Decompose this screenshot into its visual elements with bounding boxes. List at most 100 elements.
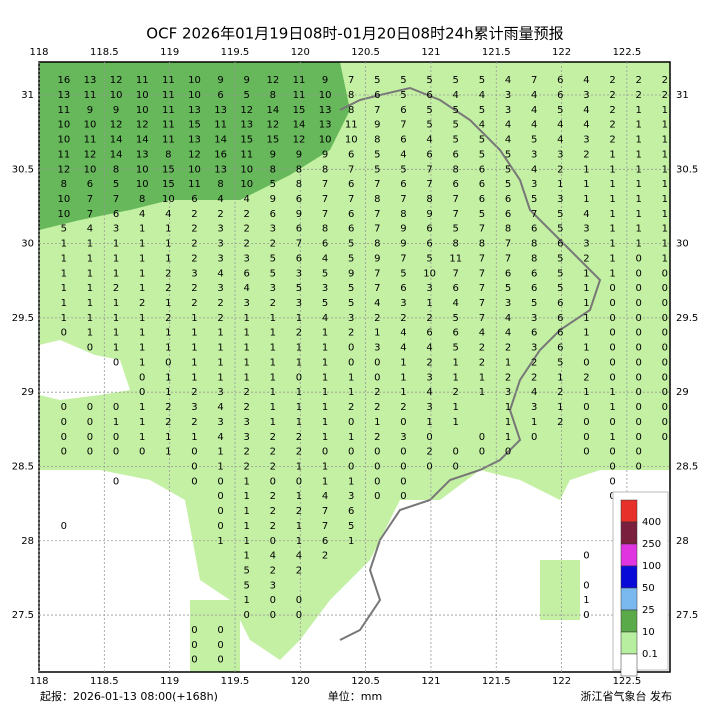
rain-value: 6 bbox=[557, 75, 563, 86]
rain-value: 2 bbox=[322, 551, 328, 562]
rain-value: 10 bbox=[240, 179, 253, 190]
lat-label: 28 bbox=[676, 536, 689, 547]
lat-label: 30 bbox=[21, 239, 34, 250]
rain-value: 8 bbox=[270, 90, 276, 101]
rain-value: 0 bbox=[270, 476, 276, 487]
rain-value: 6 bbox=[296, 253, 302, 264]
rain-value: 0 bbox=[296, 476, 302, 487]
rain-value: 2 bbox=[296, 432, 302, 443]
rain-value: 1 bbox=[583, 343, 589, 354]
rain-value: 12 bbox=[110, 75, 123, 86]
rain-value: 11 bbox=[449, 253, 462, 264]
rain-value: 4 bbox=[583, 75, 589, 86]
rain-value: 0 bbox=[662, 432, 668, 443]
lat-label: 29 bbox=[21, 387, 34, 398]
rain-value: 0 bbox=[662, 417, 668, 428]
rain-value: 7 bbox=[374, 179, 380, 190]
rain-value: 8 bbox=[531, 253, 537, 264]
rain-value: 0 bbox=[635, 372, 641, 383]
rain-value: 9 bbox=[322, 149, 328, 160]
rain-value: 0 bbox=[662, 357, 668, 368]
rain-value: 2 bbox=[557, 164, 563, 175]
rain-value: 5 bbox=[348, 253, 354, 264]
rain-value: 1 bbox=[426, 417, 432, 428]
rain-value: 1 bbox=[139, 253, 145, 264]
rain-value: 6 bbox=[426, 149, 432, 160]
rain-value: 7 bbox=[426, 179, 432, 190]
rain-value: 0 bbox=[61, 417, 67, 428]
rain-value: 7 bbox=[479, 283, 485, 294]
legend-swatch bbox=[620, 565, 638, 589]
rain-value: 6 bbox=[531, 328, 537, 339]
rain-value: 2 bbox=[479, 343, 485, 354]
rain-value: 5 bbox=[348, 283, 354, 294]
rain-value: 4 bbox=[165, 209, 171, 220]
rain-value: 11 bbox=[162, 90, 175, 101]
rain-value: 2 bbox=[270, 461, 276, 472]
lon-label: 121 bbox=[421, 676, 440, 687]
rain-value: 1 bbox=[244, 551, 250, 562]
rain-value: 0 bbox=[348, 357, 354, 368]
rain-value: 1 bbox=[217, 372, 223, 383]
rain-value: 0 bbox=[217, 491, 223, 502]
rain-value: 6 bbox=[505, 194, 511, 205]
rain-value: 13 bbox=[57, 90, 70, 101]
rain-value: 3 bbox=[505, 298, 511, 309]
rain-value: 2 bbox=[270, 447, 276, 458]
rain-value: 2 bbox=[296, 328, 302, 339]
rain-value: 3 bbox=[531, 343, 537, 354]
rain-value: 1 bbox=[453, 372, 459, 383]
rain-value: 8 bbox=[531, 239, 537, 250]
title: OCF 2026年01月19日08时-01月20日08时24h累计雨量预报 bbox=[146, 25, 563, 43]
rain-value: 0 bbox=[113, 402, 119, 413]
rain-value: 0 bbox=[374, 357, 380, 368]
rain-value: 12 bbox=[266, 120, 279, 131]
rain-value: 1 bbox=[322, 357, 328, 368]
rain-value: 7 bbox=[374, 209, 380, 220]
lat-label: 28 bbox=[21, 536, 34, 547]
lon-label: 118 bbox=[29, 47, 48, 58]
rain-value: 8 bbox=[426, 194, 432, 205]
rain-value: 6 bbox=[453, 179, 459, 190]
rain-value: 7 bbox=[87, 209, 93, 220]
rain-value: 0 bbox=[635, 357, 641, 368]
rain-value: 7 bbox=[400, 120, 406, 131]
rain-value: 0 bbox=[139, 372, 145, 383]
legend-label: 10 bbox=[642, 627, 655, 638]
rain-value: 6 bbox=[426, 224, 432, 235]
rain-value: 2 bbox=[505, 372, 511, 383]
issued-time: 起报：2026-01-13 08:00(+168h) bbox=[40, 689, 218, 703]
rain-value: 0 bbox=[217, 640, 223, 651]
rain-value: 6 bbox=[505, 209, 511, 220]
rain-value: 12 bbox=[110, 120, 123, 131]
rain-value: 0 bbox=[453, 461, 459, 472]
rain-value: 1 bbox=[217, 447, 223, 458]
rain-value: 1 bbox=[139, 268, 145, 279]
lon-label: 120 bbox=[291, 676, 310, 687]
rain-value: 0 bbox=[609, 343, 615, 354]
rain-value: 1 bbox=[61, 239, 67, 250]
rain-value: 1 bbox=[270, 417, 276, 428]
rain-value: 0 bbox=[531, 432, 537, 443]
rain-value: 0 bbox=[662, 268, 668, 279]
rain-value: 4 bbox=[426, 343, 432, 354]
rain-value: 12 bbox=[136, 120, 149, 131]
rain-value: 1 bbox=[322, 476, 328, 487]
rain-value: 3 bbox=[348, 313, 354, 324]
rain-value: 0 bbox=[296, 372, 302, 383]
rain-value: 5 bbox=[557, 105, 563, 116]
rain-value: 1 bbox=[583, 328, 589, 339]
rain-value: 0 bbox=[635, 328, 641, 339]
rain-value: 6 bbox=[426, 239, 432, 250]
rain-value: 0 bbox=[87, 432, 93, 443]
rain-value: 9 bbox=[400, 224, 406, 235]
rain-value: 1 bbox=[583, 268, 589, 279]
lat-label: 29 bbox=[676, 387, 689, 398]
rain-value: 13 bbox=[240, 120, 253, 131]
rain-value: 1 bbox=[296, 491, 302, 502]
rain-value: 1 bbox=[322, 432, 328, 443]
rain-value: 1 bbox=[609, 239, 615, 250]
rain-value: 0 bbox=[296, 610, 302, 621]
rain-value: 0 bbox=[505, 447, 511, 458]
rain-value: 1 bbox=[87, 283, 93, 294]
